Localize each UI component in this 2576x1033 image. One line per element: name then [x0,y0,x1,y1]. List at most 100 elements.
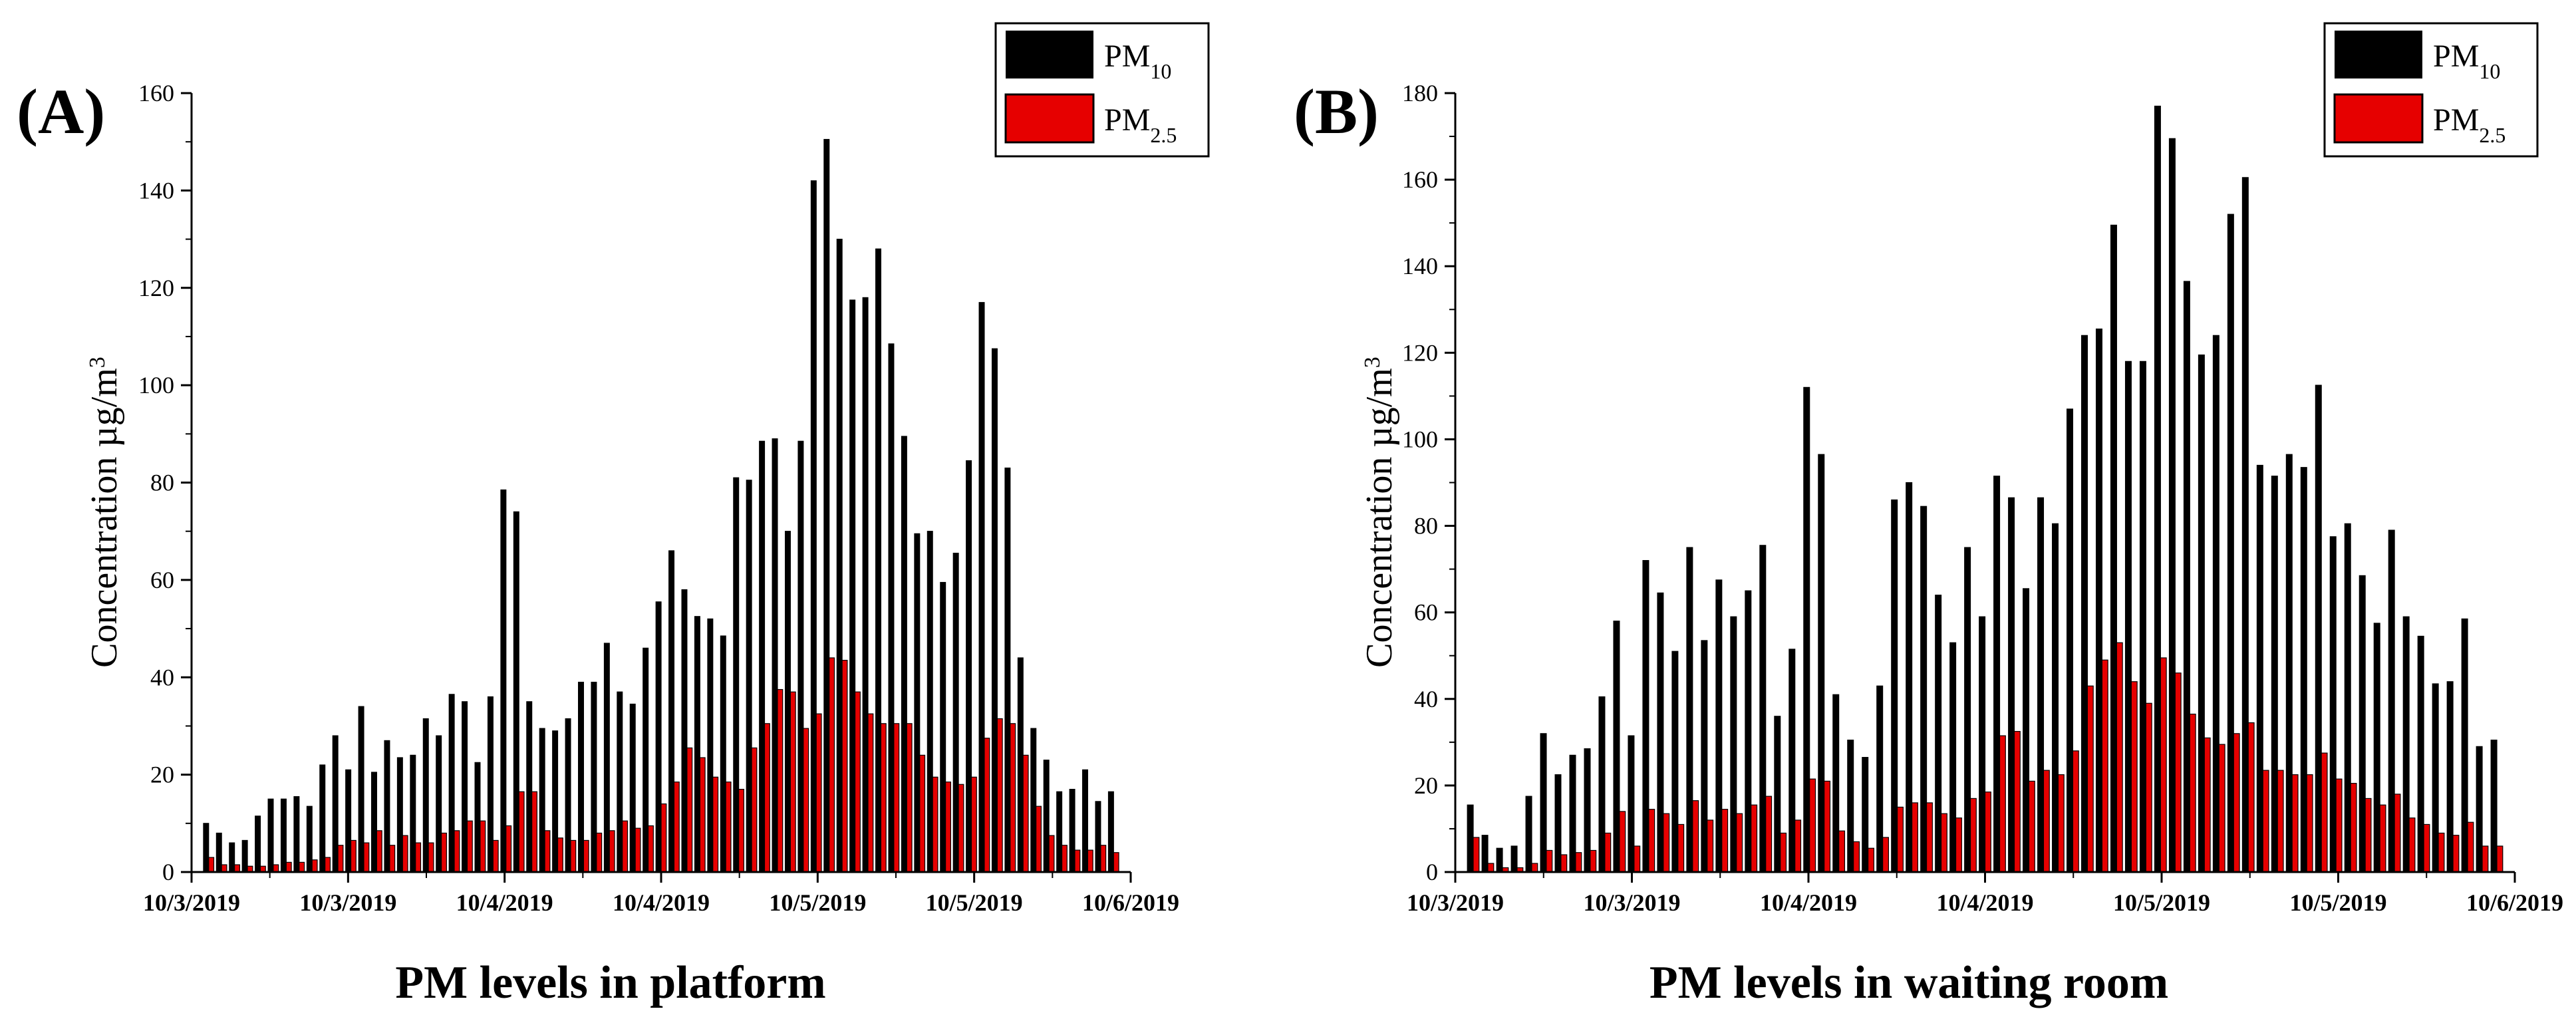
panel-b-bar-pm10-68 [2461,618,2468,873]
panel-b-y-axis-label-superscript: 3 [1360,357,1385,368]
panel-a-bar-pm25-42 [751,747,758,873]
panel-a-bar-pm25-56 [932,776,938,873]
panel-a-bar-pm10-31 [603,643,610,873]
panel-b-bar-pm25-30 [1911,802,1918,873]
panel-a-legend-swatch-pm10 [1006,31,1093,78]
panel-b-x-tick-label-3: 10/4/2019 [1936,889,2033,916]
panel-a-bar-pm10-44 [772,438,778,873]
panel-b-bar-pm25-17 [1721,809,1729,873]
panel-a-bar-pm10-20 [462,701,468,873]
panel-b-bar-pm10-65 [2417,635,2424,873]
panel-b-bar-pm25-0 [1473,837,1480,873]
panel-a-chart: (A) PM levels in platform Concentration … [17,22,1210,1008]
panel-a-bar-pm25-18 [440,832,447,873]
panel-a-bar-pm25-23 [505,825,512,873]
panel-b-bar-pm25-5 [1546,849,1553,873]
panel-b-y-tick-label-0: 0 [1426,859,1438,885]
panel-b-bar-pm25-57 [2306,774,2313,873]
panel-b-bar-pm10-23 [1803,386,1810,873]
panel-a-bar-pm25-10 [337,845,344,873]
panel-a-bar-pm25-60 [984,738,990,873]
panel-a-bar-pm25-67 [1074,849,1081,873]
panel-b-bar-pm10-57 [2300,467,2307,873]
panel-a-bar-pm10-68 [1082,769,1089,873]
panel-a-bar-pm10-25 [526,701,533,873]
panel-a-legend-label-pm25: PM2.5 [1104,102,1177,147]
panel-a-bar-pm10-63 [1017,657,1024,873]
panel-b-bar-pm10-61 [2359,575,2366,873]
panel-b-bar-pm10-17 [1715,579,1723,873]
panel-b-y-tick-label-1: 20 [1414,772,1438,799]
panel-a-bar-pm25-7 [299,861,305,873]
panel-a-bar-pm25-24 [518,791,525,873]
panel-a-bar-pm25-52 [880,723,887,873]
panel-b-bar-pm10-13 [1657,592,1664,873]
panel-a-bar-pm10-0 [203,823,210,873]
panel-b-bar-pm10-46 [2139,361,2146,873]
panel-a-x-tick-label-6: 10/6/2019 [1082,889,1179,916]
panel-a-bar-pm10-40 [720,635,726,873]
panel-a-bar-pm10-52 [875,248,882,873]
panel-a-bar-pm25-46 [803,728,809,873]
panel-b-y-tick-label-9: 180 [1402,80,1438,106]
panel-a-bar-pm10-64 [1030,728,1037,873]
panel-b-bar-pm10-58 [2315,384,2322,873]
panel-b-bar-pm25-65 [2423,823,2430,873]
panel-b-bar-pm10-51 [2212,335,2219,873]
panel-b-legend: PM10 PM2.5 [2323,22,2539,158]
panel-a-bar-pm10-50 [849,299,856,873]
panel-b-x-tick-label-5: 10/5/2019 [2289,889,2386,916]
panel-a-bar-pm25-41 [738,788,744,873]
panel-a-bar-pm10-2 [229,842,235,873]
panel-a-bar-pm25-35 [660,803,667,873]
panel-a-bar-pm10-24 [513,511,519,873]
panel-b-bar-pm25-43 [2101,659,2108,873]
panel-b-bar-pm10-8 [1584,748,1591,873]
panel-b-bar-pm10-20 [1759,545,1767,873]
panel-a-bar-pm10-65 [1043,760,1050,873]
panel-b-x-tick-label-1: 10/3/2019 [1583,889,1680,916]
panel-a-bar-pm10-8 [306,806,313,873]
panel-b-bar-pm10-37 [2008,497,2015,873]
panel-b-bar-pm25-59 [2335,778,2343,873]
panel-b-bar-pm25-38 [2028,780,2035,873]
panel-a-bar-pm25-62 [1010,723,1016,873]
panel-a-bar-pm25-54 [906,723,913,873]
panel-a-bar-pm10-56 [927,531,933,873]
panel-a-bar-pm25-50 [854,691,861,873]
panel-a-bar-pm10-22 [487,696,494,873]
panel-a-bar-pm10-43 [759,440,766,873]
panel-a-bar-pm25-13 [376,830,382,873]
panel-b-bar-pm10-40 [2052,523,2059,873]
panel-b-bar-pm10-6 [1554,774,1562,873]
panel-a-bar-pm25-25 [531,791,538,873]
panel-b-bar-pm25-36 [1999,735,2006,873]
panel-b-bar-pm10-59 [2329,536,2337,873]
panel-a-bar-pm25-44 [777,688,784,873]
panel-b-x-tick-label-6: 10/6/2019 [2466,889,2563,916]
panel-b-bar-pm25-60 [2350,783,2357,873]
panel-a-bar-pm25-66 [1061,845,1068,873]
panel-a-bar-pm10-49 [836,238,843,873]
panel-a-y-axis-label: Concentration µg/m3 [84,357,125,668]
panel-a-bar-pm10-48 [823,138,830,873]
panel-a-bar-pm10-53 [888,343,895,873]
panel-b-bar-pm10-45 [2124,361,2132,873]
panel-b-bar-pm10-54 [2256,464,2263,873]
panel-a-bar-pm10-1 [215,832,222,873]
panel-b-plot: 0 20 40 60 80 100 120 140 160 180 10/3/2019 10/3/20… [1402,80,2563,916]
panel-b-x-tick-label-2: 10/4/2019 [1760,889,1857,916]
panel-b-bar-pm10-31 [1920,506,1928,873]
panel-b-bar-pm25-67 [2452,835,2460,873]
panel-b-bar-pm25-45 [2130,681,2138,873]
panel-b-bar-pm25-1 [1487,863,1495,873]
panel-b-bar-pm25-12 [1648,809,1655,873]
panel-a-bar-pm10-32 [617,691,623,873]
panel-b-bar-pm25-16 [1707,819,1714,873]
panel-b-bar-pm10-39 [2037,497,2045,873]
panel-a-bar-pm25-8 [311,859,318,873]
panel-a-bar-pm10-18 [436,735,442,873]
panel-b-bar-pm25-61 [2364,798,2372,873]
panel-b-bar-pm25-33 [1955,817,1962,873]
